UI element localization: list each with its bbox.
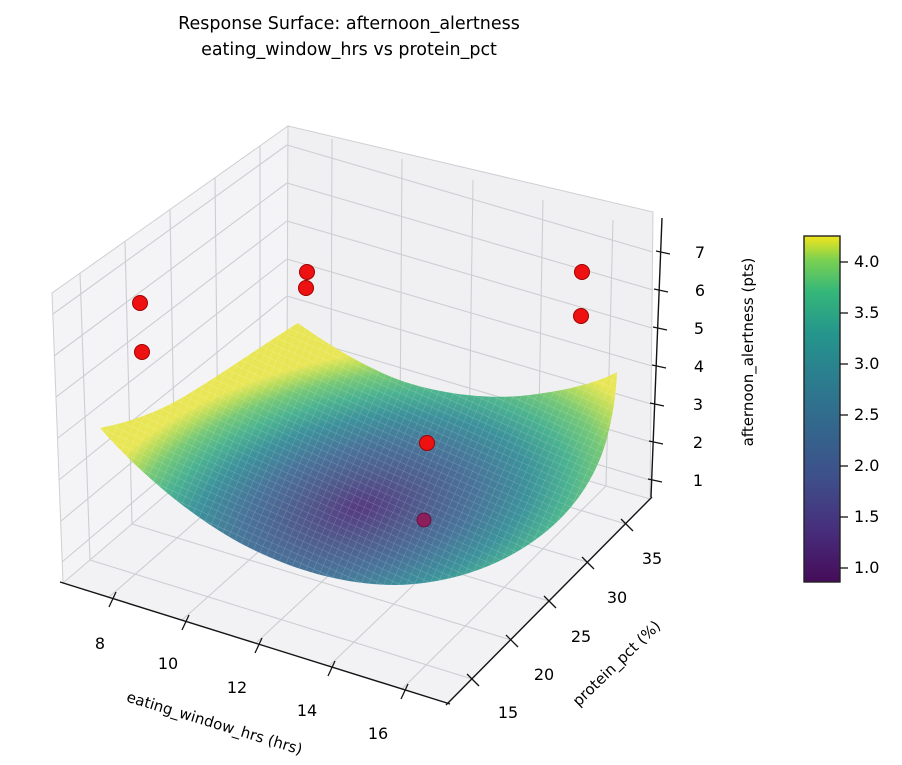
data-point <box>132 295 148 311</box>
x-axis-spine <box>59 581 451 705</box>
z-tick-label: 6 <box>695 281 705 300</box>
colorbar-tick-label: 1.5 <box>854 507 879 526</box>
z-tick-label: 3 <box>693 395 703 414</box>
tick-mark <box>466 673 480 687</box>
colorbar-tick-label: 3.5 <box>854 303 879 322</box>
x-tick-label: 10 <box>158 654 178 673</box>
gridline <box>58 295 288 481</box>
data-point <box>573 308 589 324</box>
gridline <box>286 144 654 253</box>
tick-mark <box>653 288 669 293</box>
colorbar-gradient <box>803 235 841 583</box>
z-tick-label: 2 <box>693 433 703 452</box>
tick-mark <box>108 591 117 608</box>
gridline <box>57 258 288 439</box>
chart-title: Response Surface: afternoon_alertness ea… <box>178 14 520 60</box>
tick-mark <box>400 683 409 700</box>
y-tick-label: 35 <box>642 549 662 568</box>
chart-title-line1: Response Surface: afternoon_alertness <box>178 14 520 34</box>
x-tick-label: 8 <box>95 634 105 653</box>
tick-mark <box>254 637 263 654</box>
data-point-occluded <box>416 512 432 528</box>
colorbar-tick-label: 4.0 <box>854 252 879 271</box>
x-tick-label: 16 <box>368 724 388 743</box>
x-axis-ticks <box>108 591 409 700</box>
z-tick-label: 7 <box>695 243 705 262</box>
y-tick-label: 20 <box>534 665 554 684</box>
gridline <box>286 220 653 329</box>
gridline <box>55 220 288 398</box>
x-tick-label: 12 <box>227 678 247 697</box>
tick-mark <box>327 660 336 677</box>
y-tick-label: 15 <box>498 703 518 722</box>
colorbar-tick-label: 3.0 <box>854 354 879 373</box>
tick-mark <box>647 478 663 483</box>
colorbar-tick-label: 2.5 <box>854 405 879 424</box>
gridline <box>131 523 512 641</box>
gridline <box>52 144 288 315</box>
scatter-points <box>132 264 590 528</box>
data-point <box>299 264 315 280</box>
tick-mark <box>655 250 671 255</box>
tick-mark <box>581 556 595 570</box>
z-axis-spine <box>650 217 663 498</box>
z-axis-ticks <box>647 250 671 483</box>
data-point <box>574 264 590 280</box>
z-axis-title: afternoon_alertness (pts) <box>739 258 758 447</box>
y-axis-tick-labels: 15 20 25 30 35 <box>498 549 662 722</box>
colorbar-tick-label: 2.0 <box>854 456 879 475</box>
x-axis-tick-labels: 8 10 12 14 16 <box>95 634 388 743</box>
gridline <box>286 182 654 291</box>
data-point <box>298 280 314 296</box>
chart-title-line2: eating_window_hrs vs protein_pct <box>201 40 497 60</box>
tick-mark <box>651 364 667 369</box>
tick-mark <box>652 326 668 331</box>
colorbar-tick-labels: 4.0 3.5 3.0 2.5 2.0 1.5 1.0 <box>854 252 879 577</box>
z-tick-label: 4 <box>694 357 704 376</box>
tick-mark <box>649 402 665 407</box>
x-tick-label: 14 <box>297 701 317 720</box>
colorbar: 4.0 3.5 3.0 2.5 2.0 1.5 1.0 <box>803 235 879 583</box>
tick-mark <box>543 595 557 609</box>
z-tick-label: 1 <box>693 471 703 490</box>
colorbar-ticks <box>840 261 848 569</box>
data-point <box>134 344 150 360</box>
gridline <box>89 559 473 680</box>
y-tick-label: 30 <box>607 588 627 607</box>
y-axis-ticks <box>466 518 634 687</box>
y-tick-label: 25 <box>571 627 591 646</box>
tick-mark <box>505 634 519 648</box>
data-point <box>419 435 435 451</box>
response-surface <box>100 323 617 585</box>
gridline <box>53 182 288 357</box>
z-tick-label: 5 <box>694 319 704 338</box>
x-axis-title: eating_window_hrs (hrs) <box>124 688 304 760</box>
tick-mark <box>648 440 664 445</box>
z-axis-tick-labels: 1 2 3 4 5 6 7 <box>693 243 705 490</box>
surface-wireframe-mesh <box>100 323 617 585</box>
tick-mark <box>620 518 634 532</box>
tick-mark <box>181 614 190 631</box>
colorbar-tick-label: 1.0 <box>854 558 879 577</box>
gridline <box>286 258 653 367</box>
